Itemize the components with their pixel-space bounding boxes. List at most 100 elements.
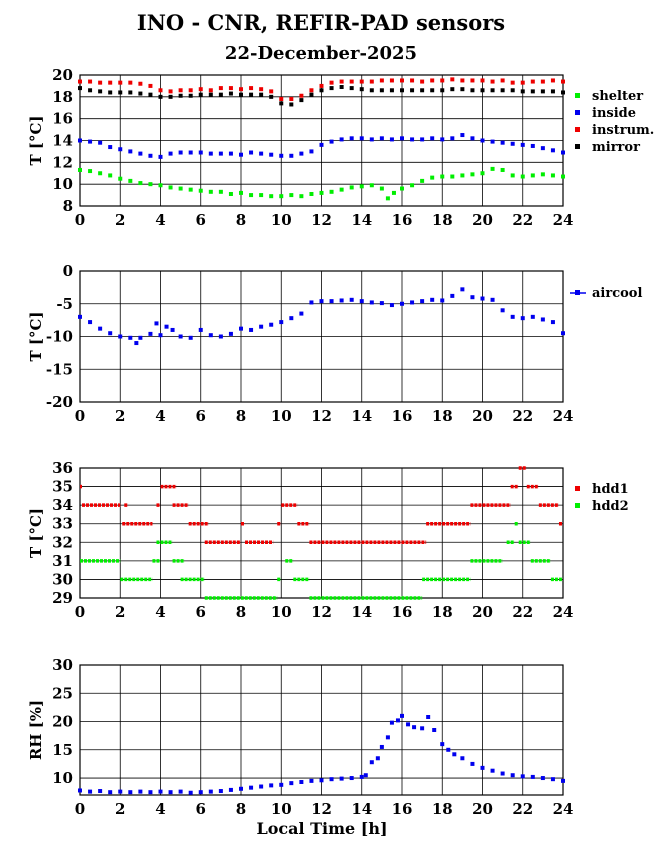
data-point <box>420 299 425 304</box>
data-point <box>470 136 475 141</box>
x-tick-label: 6 <box>196 603 206 621</box>
data-point <box>249 150 254 155</box>
data-point <box>108 90 113 95</box>
data-point <box>406 722 411 727</box>
data-point <box>309 300 314 305</box>
data-point <box>410 183 415 188</box>
x-tick-label: 18 <box>432 603 453 621</box>
data-point <box>208 789 213 794</box>
x-tick-label: 4 <box>155 603 165 621</box>
data-point <box>148 83 153 88</box>
data-point <box>400 136 404 141</box>
data-point <box>450 87 455 92</box>
x-tick-label: 4 <box>155 800 165 818</box>
data-point <box>349 86 354 91</box>
x-axis-label: Local Time [h] <box>256 819 387 838</box>
y-tick-label: 34 <box>52 496 73 514</box>
data-point <box>339 79 344 84</box>
data-point <box>118 90 123 95</box>
data-point <box>359 184 364 189</box>
data-point <box>450 293 455 298</box>
data-point <box>510 80 515 85</box>
x-tick-label: 6 <box>196 800 206 818</box>
y-tick-label: 30 <box>52 656 73 674</box>
data-point <box>168 790 173 795</box>
data-point <box>228 331 233 336</box>
plot-frame <box>79 270 564 403</box>
data-point <box>400 78 404 83</box>
data-point <box>108 173 113 178</box>
data-point <box>540 79 545 84</box>
data-point <box>339 298 344 303</box>
data-point <box>279 194 284 199</box>
data-point <box>379 78 384 83</box>
data-point <box>420 178 425 183</box>
data-point <box>319 299 324 304</box>
data-point <box>118 176 123 181</box>
data-point <box>108 331 113 336</box>
y-tick-label: 0 <box>63 262 73 280</box>
y-tick-label: 8 <box>63 197 73 215</box>
x-tick-label: 12 <box>311 800 332 818</box>
data-point <box>289 97 294 102</box>
data-point <box>228 91 233 96</box>
data-point <box>138 151 143 156</box>
data-point <box>389 78 394 83</box>
data-point <box>138 181 143 186</box>
data-point <box>259 87 264 92</box>
series-inside <box>78 133 565 159</box>
data-point <box>299 311 304 316</box>
data-point <box>239 152 243 157</box>
data-point <box>299 151 304 156</box>
data-point <box>98 80 103 85</box>
data-point <box>134 341 139 346</box>
data-point <box>530 143 535 148</box>
data-point <box>158 94 163 99</box>
data-point <box>279 153 284 158</box>
data-point <box>339 137 344 142</box>
data-point <box>249 327 254 332</box>
data-point <box>218 92 223 97</box>
x-tick-label: 6 <box>196 211 206 229</box>
data-point <box>480 78 485 83</box>
data-point <box>208 151 213 156</box>
data-point <box>561 331 565 336</box>
legend-marker <box>575 503 580 508</box>
data-point <box>289 193 294 198</box>
data-point <box>349 185 354 190</box>
data-point <box>148 92 153 97</box>
data-point <box>369 88 374 93</box>
x-tick-label: 10 <box>271 800 292 818</box>
data-point <box>98 789 103 794</box>
data-point <box>369 79 374 84</box>
data-point <box>88 139 93 144</box>
data-point <box>550 777 555 782</box>
data-point <box>460 173 465 178</box>
data-point <box>198 327 203 332</box>
x-tick-label: 14 <box>351 407 372 425</box>
data-point <box>188 335 193 340</box>
x-tick-label: 20 <box>472 211 493 229</box>
data-point <box>188 790 193 795</box>
data-point <box>430 88 435 93</box>
data-point <box>510 173 515 178</box>
data-point <box>168 94 173 99</box>
chart-subtitle: 22-December-2025 <box>225 43 417 64</box>
data-point <box>249 92 254 97</box>
data-point <box>500 308 505 313</box>
data-point <box>299 194 304 199</box>
data-point <box>426 715 431 719</box>
data-point <box>430 78 435 83</box>
data-point <box>188 187 193 192</box>
data-point <box>520 774 525 779</box>
data-point <box>550 148 555 153</box>
y-tick-label: 20 <box>52 66 73 84</box>
data-point <box>158 789 163 794</box>
legend-label: instrum. <box>592 123 654 138</box>
data-point <box>279 782 284 787</box>
data-point <box>128 80 133 85</box>
data-point <box>239 326 243 331</box>
data-point <box>480 765 485 770</box>
